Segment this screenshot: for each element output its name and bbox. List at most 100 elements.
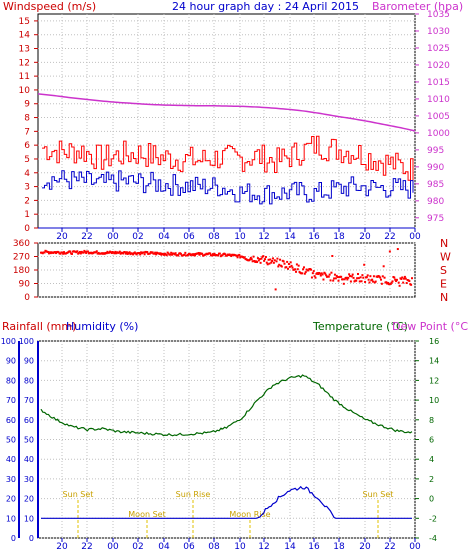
direction-point: [170, 251, 173, 254]
direction-point: [278, 263, 281, 266]
compass-label: S: [440, 264, 447, 277]
direction-point: [148, 252, 151, 255]
direction-point: [151, 251, 154, 254]
time-tick-label: 16: [308, 232, 320, 242]
temperature-axis-title: Temperature (°C): [312, 320, 408, 333]
windspeed-tick-label: 14: [19, 31, 31, 41]
windspeed-tick-label: 15: [19, 17, 30, 27]
astro-label: Moon Set: [128, 510, 165, 519]
direction-point: [359, 276, 362, 279]
direction-point: [289, 261, 292, 264]
direction-point: [282, 260, 285, 263]
direction-point: [380, 278, 383, 281]
direction-point: [297, 264, 300, 267]
time-tick-label: 22: [81, 542, 92, 552]
time-tick-label: 20: [56, 232, 68, 242]
direction-point: [198, 253, 201, 256]
direction-point: [304, 271, 307, 274]
direction-point: [366, 274, 369, 277]
temperature-tick-label: 6: [429, 436, 434, 445]
time-tick-label: 16: [308, 542, 320, 552]
rainfall-tick-label: 80: [6, 376, 16, 385]
direction-point: [59, 252, 62, 255]
direction-point: [287, 267, 290, 270]
direction-point: [138, 251, 141, 254]
direction-point: [388, 250, 391, 253]
direction-tick-label: 270: [13, 253, 30, 263]
direction-point: [277, 265, 280, 268]
direction-point: [403, 275, 406, 278]
direction-point: [238, 253, 241, 256]
direction-point: [76, 250, 79, 253]
direction-point: [333, 277, 336, 280]
direction-point: [193, 253, 196, 256]
time-tick-label: 00: [107, 542, 119, 552]
compass-label: W: [440, 251, 451, 264]
compass-label: N: [440, 237, 448, 250]
direction-point: [269, 258, 272, 261]
direction-point: [362, 276, 365, 279]
direction-point: [113, 252, 116, 255]
direction-point: [301, 272, 304, 275]
time-tick-label: 04: [158, 542, 170, 552]
direction-point: [117, 251, 120, 254]
direction-point: [349, 275, 352, 278]
direction-point: [114, 250, 117, 253]
direction-point: [311, 272, 314, 275]
direction-point: [400, 277, 403, 280]
rainfall-tick-label: 30: [6, 475, 16, 484]
direction-point: [325, 274, 328, 277]
direction-point: [288, 265, 291, 268]
direction-point: [264, 258, 267, 261]
direction-point: [312, 270, 315, 273]
humidity-tick-label: 60: [24, 416, 34, 425]
direction-point: [230, 255, 233, 258]
direction-point: [273, 259, 276, 262]
direction-point: [389, 282, 392, 285]
direction-point: [142, 251, 145, 254]
direction-point: [70, 252, 73, 255]
direction-point: [365, 276, 368, 279]
direction-point: [197, 251, 200, 254]
time-tick-label: 10: [234, 542, 246, 552]
barometer-tick-label: 1035: [427, 10, 450, 20]
wind-panel-frame: [37, 13, 416, 229]
direction-point: [108, 251, 111, 254]
direction-point: [318, 272, 321, 275]
direction-point: [256, 261, 259, 264]
direction-point: [275, 260, 278, 263]
direction-point: [347, 276, 350, 279]
time-tick-label: 02: [132, 542, 143, 552]
direction-point: [63, 251, 66, 254]
direction-point: [356, 272, 359, 275]
rainfall-tick-label: 40: [6, 455, 16, 464]
direction-point: [192, 254, 195, 257]
direction-panel-frame: [37, 242, 416, 298]
direction-point: [322, 278, 325, 281]
direction-tick-label: 0: [24, 293, 30, 303]
humidity-tick-label: 80: [24, 376, 34, 385]
direction-point: [334, 277, 337, 280]
rainfall-tick-label: 100: [1, 337, 16, 346]
direction-point: [364, 280, 367, 283]
time-tick-label: 08: [208, 542, 220, 552]
time-tick-label: 14: [284, 232, 296, 242]
time-tick-label: 08: [208, 232, 220, 242]
direction-point: [264, 256, 267, 259]
time-tick-label: 06: [183, 542, 195, 552]
direction-point: [143, 253, 146, 256]
direction-point: [307, 269, 310, 272]
wind-gust-line: [42, 135, 414, 182]
direction-point: [404, 277, 407, 280]
direction-point: [263, 259, 266, 262]
direction-point: [295, 263, 298, 266]
direction-point: [84, 250, 87, 253]
direction-point: [324, 272, 327, 275]
direction-point: [356, 277, 359, 280]
direction-point: [371, 278, 374, 281]
windspeed-tick-label: 10: [19, 86, 31, 96]
direction-point: [286, 260, 289, 263]
direction-point: [363, 263, 366, 266]
humidity-tick-label: 40: [24, 455, 34, 464]
direction-point: [267, 258, 270, 261]
